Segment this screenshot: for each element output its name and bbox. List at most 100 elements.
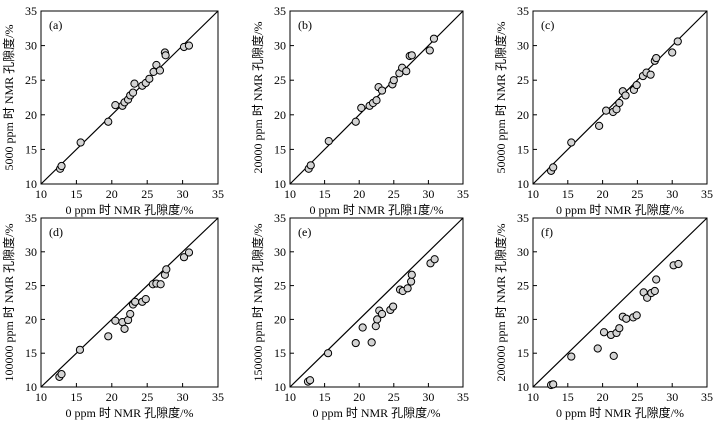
plot-frame	[40, 10, 219, 185]
data-point	[429, 34, 439, 43]
data-point	[351, 117, 360, 126]
data-point	[184, 248, 194, 257]
x-axis-label: 0 ppm 时 NMR 孔隙1度/%	[309, 202, 443, 217]
data-point	[120, 324, 129, 333]
x-tick-label: 30	[177, 390, 189, 404]
data-point	[57, 370, 66, 379]
data-point	[161, 51, 170, 60]
x-tick-label: 35	[212, 187, 224, 201]
data-point	[377, 309, 387, 319]
data-point	[155, 66, 165, 75]
x-tick-label: 25	[141, 187, 153, 201]
y-tick-label: 20	[274, 312, 286, 326]
data-point	[111, 316, 120, 325]
x-tick-label: 10	[284, 187, 296, 201]
x-tick-label: 30	[666, 187, 678, 201]
data-point	[389, 302, 398, 311]
data-point	[179, 253, 189, 262]
y-tick-label: 35	[517, 4, 529, 18]
y-tick-label: 10	[517, 380, 529, 394]
y-axis-label: 20000 ppm 时 NMR 孔隙度/%	[250, 21, 265, 173]
data-point	[76, 138, 85, 147]
data-point	[126, 309, 135, 319]
data-point	[668, 48, 677, 57]
data-point	[377, 86, 387, 95]
data-point	[104, 332, 113, 341]
data-point	[593, 344, 602, 353]
panel-label: (e)	[298, 225, 311, 239]
x-tick-label: 30	[422, 390, 434, 404]
x-tick-label: 25	[631, 390, 643, 404]
data-point	[621, 91, 630, 100]
data-point	[673, 37, 682, 46]
x-tick-label: 30	[422, 187, 434, 201]
y-tick-label: 20	[25, 108, 37, 122]
y-tick-label: 30	[25, 245, 37, 259]
x-tick-label: 15	[70, 187, 82, 201]
data-point	[75, 345, 85, 354]
x-tick-label: 10	[35, 187, 47, 201]
x-tick-label: 35	[457, 390, 469, 404]
data-point	[407, 270, 416, 279]
data-point	[549, 163, 558, 172]
y-tick-label: 10	[274, 380, 286, 394]
data-point	[324, 136, 333, 146]
y-tick-label: 25	[517, 279, 529, 293]
x-tick-label: 25	[388, 390, 400, 404]
reference-line	[532, 217, 708, 388]
x-tick-label: 15	[70, 390, 82, 404]
y-tick-label: 25	[274, 279, 286, 293]
data-point	[609, 351, 618, 361]
y-tick-label: 25	[274, 73, 286, 87]
plot-frame	[289, 217, 464, 388]
plot-frame	[40, 217, 219, 388]
chart-panel-4: 10 15 20 25 30 35 10 15 20 25 30 35 (d) 0 ppm 时 NMR 孔…	[1, 211, 224, 420]
x-axis-label: 0 ppm 时 NMR 孔隙度/%	[65, 405, 193, 420]
data-point	[615, 324, 624, 333]
y-tick-label: 25	[517, 73, 529, 87]
x-tick-label: 35	[701, 187, 713, 201]
data-point	[567, 352, 576, 361]
y-tick-label: 25	[25, 73, 37, 87]
x-tick-label: 20	[353, 390, 365, 404]
data-point	[306, 161, 315, 170]
x-axis-label: 0 ppm 时 NMR 孔隙度/%	[556, 202, 684, 217]
data-point	[358, 323, 367, 332]
data-point	[323, 349, 333, 358]
y-axis-label: 100000 ppm 时 NMR 孔隙度/%	[1, 223, 16, 381]
panel-label: (f)	[541, 225, 553, 239]
chart-panel-3: 10 15 20 25 30 35 10 15 20 25 30 35 (c) 0 ppm 时 NMR 孔…	[493, 4, 713, 217]
data-point	[141, 295, 150, 304]
y-tick-label: 35	[274, 211, 286, 225]
data-point	[145, 74, 154, 83]
x-tick-label: 15	[562, 187, 574, 201]
panel-label: (c)	[541, 18, 554, 32]
y-tick-label: 15	[274, 346, 286, 360]
data-point	[549, 380, 558, 389]
y-tick-label: 15	[274, 142, 286, 156]
panel-label: (b)	[298, 18, 312, 32]
data-point	[156, 280, 165, 289]
y-tick-label: 15	[517, 142, 529, 156]
x-tick-label: 25	[388, 187, 400, 201]
data-point	[599, 328, 609, 337]
data-point	[632, 311, 641, 320]
chart-panel-2: 10 15 20 25 30 35 10 15 20 25 30 35 (b) 0 ppm 时 NMR 孔…	[250, 4, 469, 217]
data-point	[131, 297, 140, 306]
x-tick-label: 35	[457, 187, 469, 201]
data-point	[372, 96, 381, 105]
x-axis-label: 0 ppm 时 NMR 孔隙度/%	[312, 405, 440, 420]
x-tick-label: 30	[177, 187, 189, 201]
data-point	[622, 314, 631, 323]
y-tick-label: 10	[25, 177, 37, 191]
y-tick-label: 15	[517, 346, 529, 360]
x-tick-label: 35	[212, 390, 224, 404]
x-axis-label: 0 ppm 时 NMR 孔隙度/%	[556, 405, 684, 420]
x-tick-label: 10	[527, 187, 539, 201]
data-point	[367, 338, 376, 347]
x-tick-label: 15	[319, 187, 331, 201]
y-tick-label: 10	[25, 380, 37, 394]
panel-label: (d)	[49, 225, 63, 239]
y-axis-label: 5000 ppm 时 NMR 孔隙度/%	[1, 24, 16, 170]
